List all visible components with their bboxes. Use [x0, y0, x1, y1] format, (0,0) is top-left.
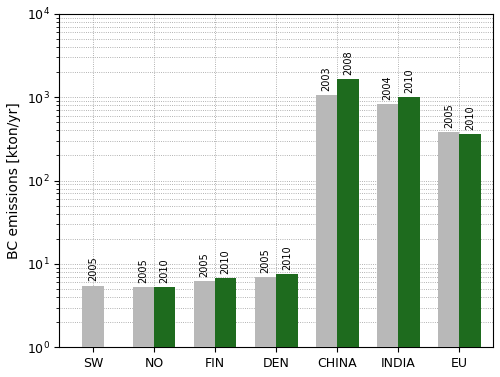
- Bar: [215, 278, 236, 377]
- Text: 2003: 2003: [322, 67, 332, 91]
- Bar: [132, 287, 154, 377]
- Bar: [194, 281, 215, 377]
- Text: 2005: 2005: [200, 252, 209, 277]
- Bar: [316, 95, 338, 377]
- Text: 2004: 2004: [382, 76, 392, 100]
- Text: 2008: 2008: [343, 50, 353, 75]
- Bar: [154, 287, 176, 377]
- Bar: [276, 274, 297, 377]
- Bar: [255, 277, 276, 377]
- Bar: [460, 134, 481, 377]
- Bar: [438, 132, 460, 377]
- Text: 2005: 2005: [444, 103, 454, 127]
- Text: 2010: 2010: [282, 246, 292, 270]
- Text: 2005: 2005: [88, 257, 98, 282]
- Text: 2010: 2010: [220, 249, 230, 274]
- Text: 2010: 2010: [160, 258, 170, 283]
- Bar: [398, 97, 419, 377]
- Bar: [338, 79, 358, 377]
- Text: 2005: 2005: [260, 248, 270, 273]
- Y-axis label: BC emissions [kton/yr]: BC emissions [kton/yr]: [7, 102, 21, 259]
- Text: 2005: 2005: [138, 258, 148, 283]
- Bar: [82, 286, 104, 377]
- Text: 2010: 2010: [404, 68, 414, 93]
- Text: 2010: 2010: [465, 106, 475, 130]
- Bar: [377, 104, 398, 377]
